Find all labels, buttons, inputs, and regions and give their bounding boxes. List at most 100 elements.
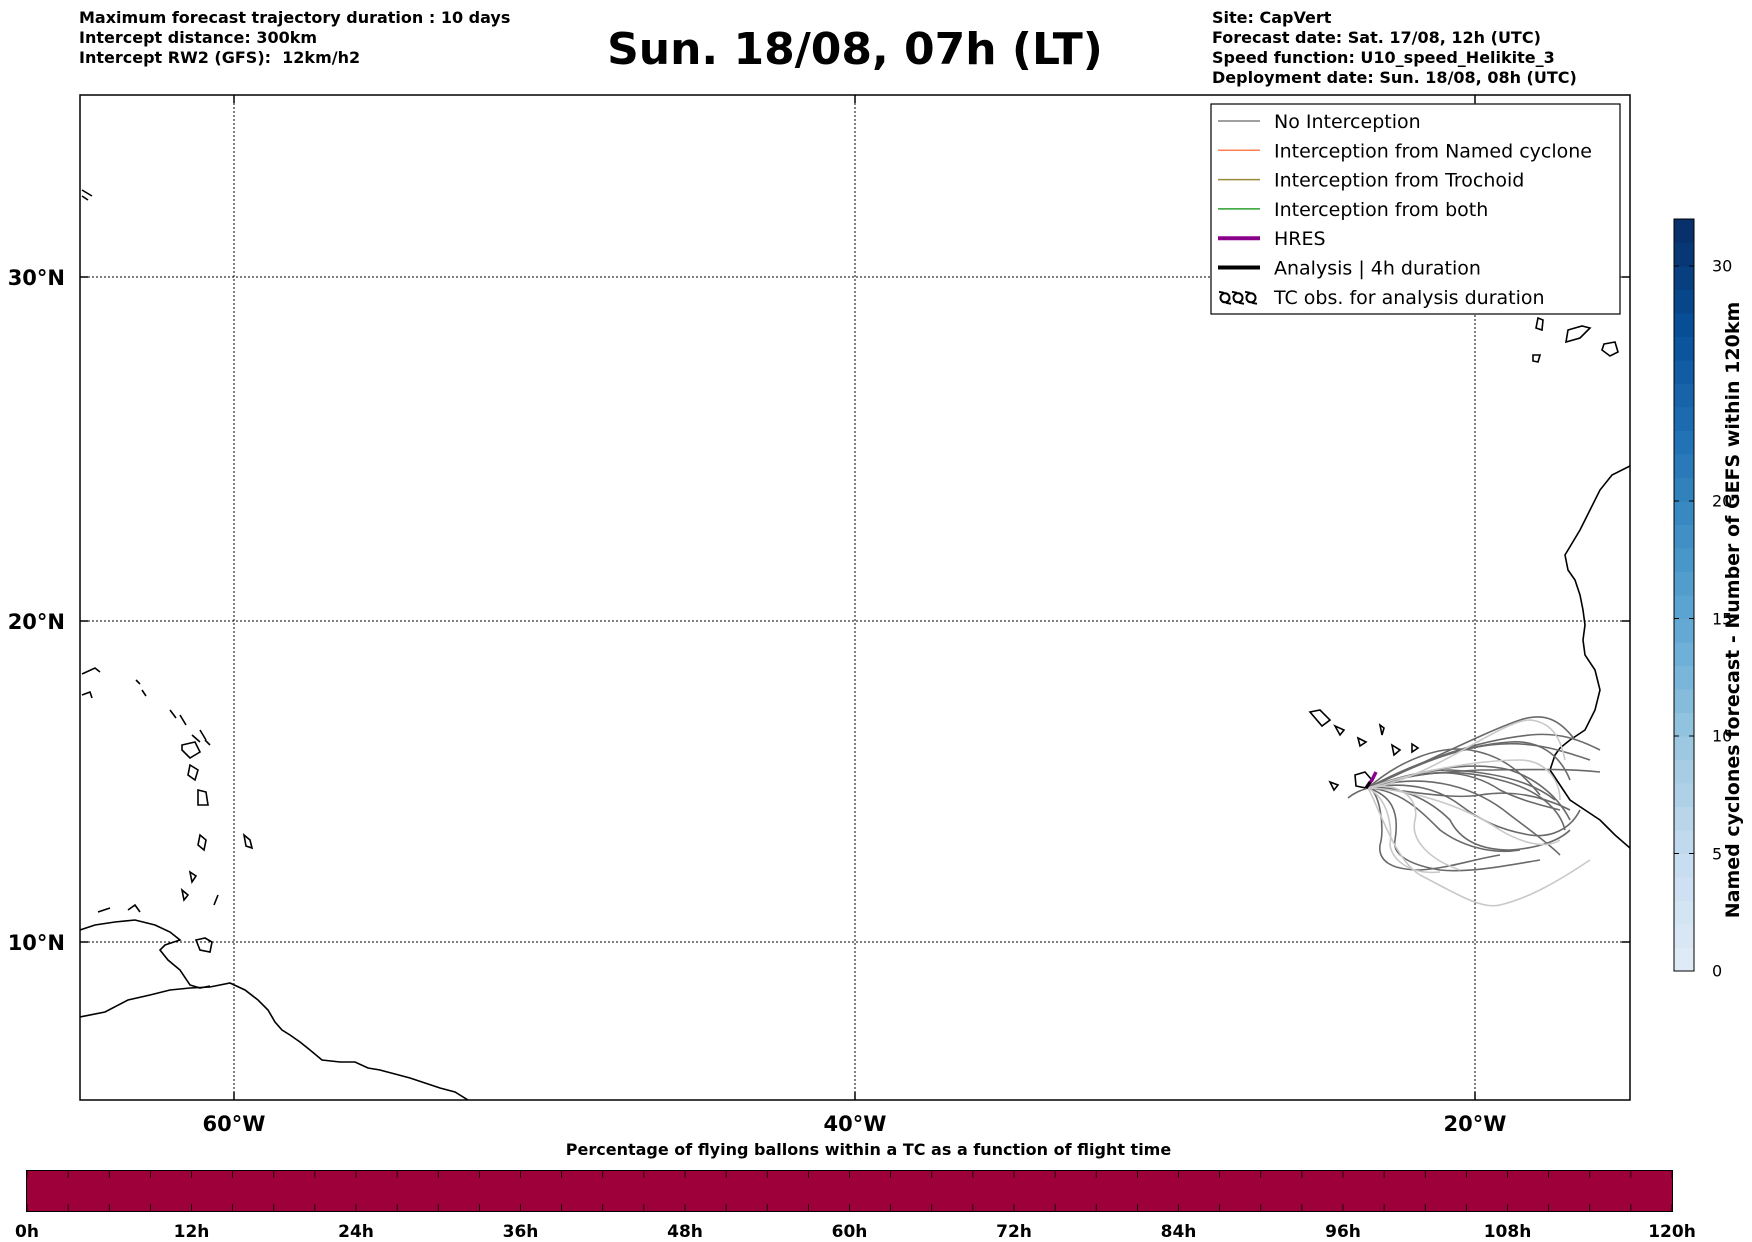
legend-label: Interception from Trochoid xyxy=(1274,170,1524,192)
latitude-tick-labels: 30°N 20°N 10°N xyxy=(8,266,65,955)
lat-tick-label: 30°N xyxy=(8,266,65,290)
tick-marks xyxy=(80,95,1630,1100)
west-africa-coast xyxy=(1549,465,1630,849)
tc-symbol-icon xyxy=(1219,292,1231,304)
colorbar-segment xyxy=(1674,642,1694,666)
colorbar-segment xyxy=(1674,501,1694,525)
legend-item: Interception from Named cyclone xyxy=(1218,140,1592,162)
colorbar-segment xyxy=(1674,548,1694,572)
colorbar-segment xyxy=(1674,806,1694,831)
colorbar-segment xyxy=(1674,360,1694,384)
info-left-line-1: Intercept distance: 300km xyxy=(79,28,318,47)
colorbar-segment xyxy=(1674,477,1694,502)
colorbar-segment xyxy=(1674,759,1694,784)
colorbar-segment xyxy=(1674,242,1694,267)
right-colorbar xyxy=(1673,218,1695,972)
legend-item: No Interception xyxy=(1218,111,1421,133)
right-colorbar-frame xyxy=(1673,218,1695,972)
legend-label: TC obs. for analysis duration xyxy=(1273,287,1545,309)
colorbar-segment xyxy=(1674,430,1694,455)
bottom-colorbar-tick-label: 0h xyxy=(15,1222,39,1242)
colorbar-tick-label: 5 xyxy=(1712,844,1723,863)
legend-label: Analysis | 4h duration xyxy=(1274,258,1481,280)
info-left-line-0: Maximum forecast trajectory duration : 1… xyxy=(79,8,511,27)
lon-tick-label: 20°W xyxy=(1444,1112,1507,1136)
legend-item: TC obs. for analysis duration xyxy=(1218,287,1545,309)
legend-label: No Interception xyxy=(1274,111,1421,133)
lesser-antilles xyxy=(81,189,254,913)
info-left-line-2: Intercept RW2 (GFS): 12km/h2 xyxy=(79,48,361,67)
colorbar-segment xyxy=(1674,595,1694,619)
cape-verde-islands xyxy=(1308,709,1420,792)
colorbar-segment xyxy=(1674,289,1694,314)
tc-symbol-icon xyxy=(1232,292,1244,304)
colorbar-segment xyxy=(1674,219,1694,243)
colorbar-segment xyxy=(1674,571,1694,596)
bottom-colorbar-tick-label: 96h xyxy=(1325,1222,1361,1242)
colorbar-segment xyxy=(1674,266,1694,290)
info-right-line-2: Speed function: U10_speed_Helikite_3 xyxy=(1212,48,1555,67)
colorbar-segment xyxy=(1674,454,1694,478)
longitude-tick-labels: 60°W 40°W 20°W xyxy=(203,1112,1507,1136)
colorbar-segment xyxy=(1674,712,1694,737)
colorbar-segment xyxy=(1674,313,1694,337)
bottom-colorbar-tick-label: 120h xyxy=(1648,1222,1696,1242)
venezuela-coast xyxy=(80,919,211,989)
colorbar-segment xyxy=(1674,665,1694,690)
colorbar-segment xyxy=(1674,947,1694,972)
trajectories xyxy=(1347,716,1601,907)
colorbar-segment xyxy=(1674,618,1694,643)
coastlines xyxy=(80,189,1630,1100)
legend: No Interception Interception from Named c… xyxy=(1210,103,1621,315)
lat-tick-label: 20°N xyxy=(8,610,65,634)
lat-tick-label: 10°N xyxy=(8,931,65,955)
lon-tick-label: 40°W xyxy=(824,1112,887,1136)
colorbar-tick-label: 15 xyxy=(1712,609,1733,628)
legend-label: Interception from Named cyclone xyxy=(1274,140,1592,162)
tc-symbol-icon xyxy=(1245,292,1257,304)
bottom-colorbar-tick-label: 108h xyxy=(1483,1222,1532,1242)
colorbar-segment xyxy=(1674,830,1694,854)
legend-box xyxy=(1210,103,1621,315)
page-title: Sun. 18/08, 07h (LT) xyxy=(607,24,1103,75)
info-right-line-3: Deployment date: Sun. 18/08, 08h (UTC) xyxy=(1212,68,1577,87)
legend-label: HRES xyxy=(1274,228,1326,250)
tc-symbol-arm xyxy=(1225,301,1232,305)
tc-symbol-arm xyxy=(1218,290,1225,294)
bottom-colorbar-tick-label: 84h xyxy=(1160,1222,1197,1242)
colorbar-tick-label: 20 xyxy=(1712,491,1733,511)
trinidad xyxy=(194,937,213,953)
colorbar-tick-label: 10 xyxy=(1712,726,1733,746)
bottom-colorbar-tick-label: 12h xyxy=(173,1222,210,1242)
colorbar-segment xyxy=(1674,877,1694,901)
bottom-colorbar-tick-label: 60h xyxy=(831,1222,868,1242)
bottom-colorbar-tick-label: 36h xyxy=(502,1222,539,1242)
colorbar-segment xyxy=(1674,407,1694,431)
colorbar-segment xyxy=(1674,383,1694,408)
colorbar-segment xyxy=(1674,736,1694,760)
info-left: Maximum forecast trajectory duration : 1… xyxy=(79,8,510,68)
bottom-colorbar-tick-label: 48h xyxy=(667,1222,703,1242)
bottom-colorbar-tick-label: 72h xyxy=(996,1222,1032,1242)
tc-symbol-arm xyxy=(1231,290,1238,294)
south-america-coast xyxy=(80,982,469,1100)
tc-symbol-arm xyxy=(1251,301,1258,305)
colorbar-segment xyxy=(1674,900,1694,925)
info-right-line-1: Forecast date: Sat. 17/08, 12h (UTC) xyxy=(1212,28,1541,47)
colorbar-segment xyxy=(1674,689,1694,713)
canary-islands xyxy=(1532,316,1619,363)
colorbar-segment xyxy=(1674,783,1694,807)
colorbar-segment xyxy=(1674,524,1694,549)
legend-item: Analysis | 4h duration xyxy=(1218,258,1481,280)
legend-item: Interception from Trochoid xyxy=(1218,170,1524,192)
legend-label: Interception from both xyxy=(1274,199,1488,221)
legend-item: HRES xyxy=(1218,228,1326,250)
bottom-colorbar-bar xyxy=(26,1170,1673,1212)
legend-item: Interception from both xyxy=(1218,199,1488,221)
colorbar-tick-label: 30 xyxy=(1712,256,1733,276)
bottom-colorbar-label: Percentage of flying ballons within a TC… xyxy=(565,1140,1172,1159)
bottom-colorbar-tick-label: 24h xyxy=(338,1222,374,1242)
colorbar-segment xyxy=(1674,853,1694,878)
info-right-line-0: Site: CapVert xyxy=(1212,8,1332,27)
